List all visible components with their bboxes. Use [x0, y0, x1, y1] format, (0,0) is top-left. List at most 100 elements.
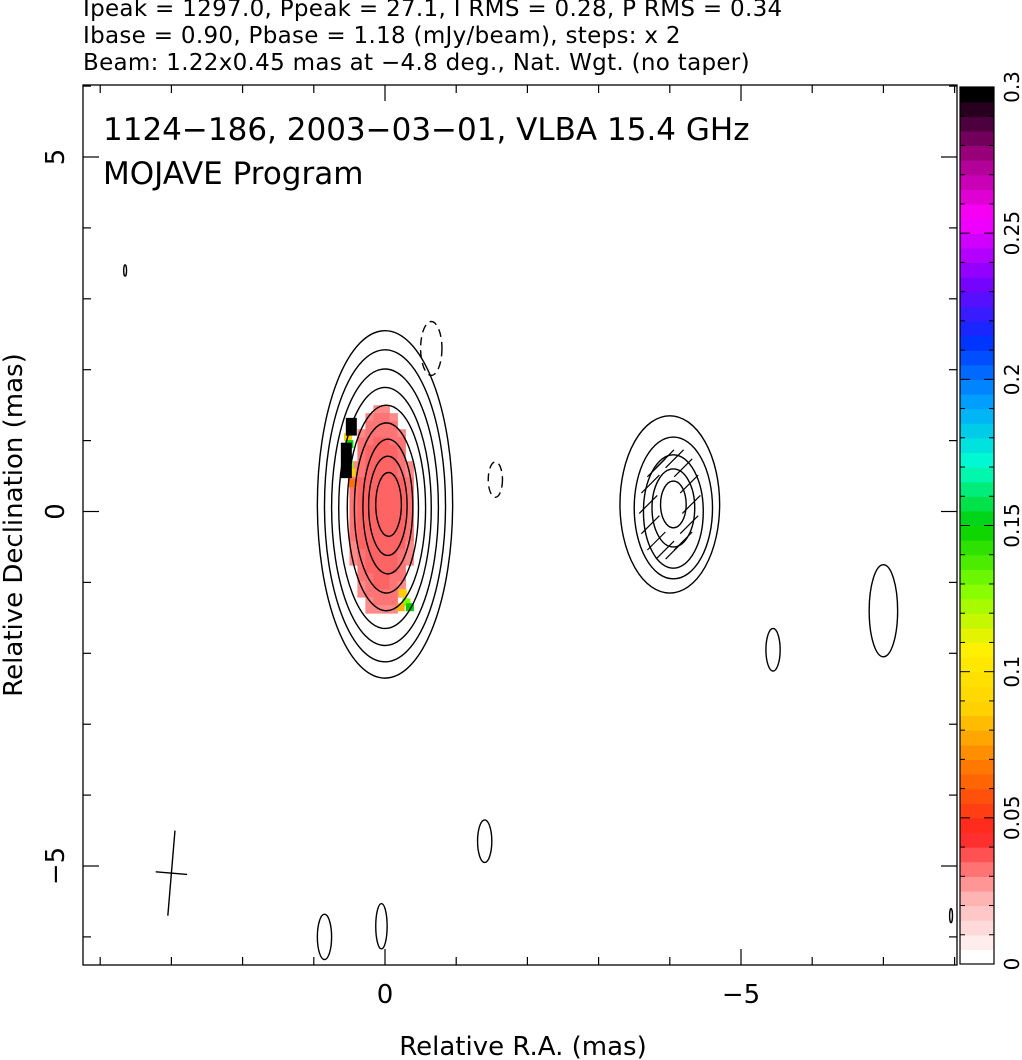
polarization-saturated-pixel [340, 442, 352, 479]
evpa-vector [681, 494, 701, 514]
colorbar-band [960, 379, 994, 395]
polarization-pixel [349, 517, 358, 526]
polarization-pixel [389, 573, 398, 582]
polarization-pixel [373, 509, 382, 518]
polarization-pixel [381, 565, 390, 574]
small-contour-2 [765, 627, 781, 672]
polarization-pixel [349, 501, 358, 510]
colorbar-tick-label: 0.05 [1000, 796, 1022, 841]
colorbar-band [960, 101, 994, 117]
colorbar-band [960, 540, 994, 556]
colorbar-band [960, 730, 994, 746]
polarization-pixel [405, 509, 414, 518]
colorbar-band [960, 890, 994, 907]
polarization-pixel [381, 477, 390, 486]
polarization-pixel [397, 509, 406, 518]
polarization-pixel [389, 589, 398, 598]
polarization-pixel [373, 541, 382, 550]
polarization-pixel [381, 557, 390, 566]
polarization-pixel [349, 533, 358, 542]
polarization-pixel [389, 469, 398, 478]
colorbar-band [960, 949, 994, 965]
colorbar-band [960, 861, 994, 877]
polarization-pixel [405, 549, 414, 558]
polarization-pixel [389, 413, 398, 422]
polarization-pixel [405, 557, 414, 566]
polarization-pixel [389, 501, 398, 510]
colorbar-band [960, 876, 994, 892]
colorbar-band [960, 744, 994, 760]
polarization-pixel [365, 477, 374, 486]
polarization-pixel [397, 477, 406, 486]
polarization-pixel [397, 517, 406, 526]
colorbar-band [960, 598, 994, 614]
evpa-vector [638, 494, 658, 514]
polarization-pixel [357, 485, 366, 494]
colorbar-band [960, 247, 994, 263]
polarization-pixel [381, 533, 390, 542]
polarization-pixel [373, 461, 382, 470]
polarization-edge-pixel [405, 603, 414, 612]
small-contour-4 [476, 819, 493, 864]
colorbar-band [960, 306, 994, 322]
colorbar-tick-label: 0 [1000, 958, 1022, 971]
colorbar-band [960, 832, 994, 848]
polarization-pixel [365, 525, 374, 534]
polarization-pixel [381, 421, 390, 430]
evpa-vector [640, 515, 660, 535]
colorbar-band [960, 627, 994, 644]
colorbar-band [960, 920, 994, 936]
polarization-pixel [381, 405, 390, 414]
polarization-pixel [397, 541, 406, 550]
colorbar-band [960, 642, 994, 658]
polarization-pixel [365, 541, 374, 550]
polarization-pixel [389, 597, 398, 606]
x-tick-label: 0 [377, 980, 394, 1010]
polarization-pixel [373, 413, 382, 422]
polarization-pixel [389, 485, 398, 494]
polarization-pixel [349, 541, 358, 550]
colorbar-band [960, 218, 994, 234]
polarization-pixel [373, 525, 382, 534]
polarization-pixel [365, 429, 374, 438]
colorbar-band [960, 233, 994, 249]
polarization-pixel [397, 549, 406, 558]
core-contour-5 [353, 422, 420, 594]
polarization-pixel [349, 509, 358, 518]
colorbar-tick-label: 0.2 [1000, 363, 1022, 395]
small-contour-1 [487, 461, 504, 499]
colorbar-band [960, 160, 994, 176]
colorbar-band [960, 408, 994, 424]
core-contour-4 [346, 404, 427, 612]
polarization-pixel [365, 493, 374, 502]
polarization-pixel [389, 565, 398, 574]
polarization-pixel [365, 453, 374, 462]
core-contour-7 [367, 455, 408, 557]
polarization-pixel [397, 581, 406, 590]
colorbar-band [960, 510, 994, 527]
header-line-1: Ipeak = 1297.0, Ppeak = 27.1, I RMS = 0.… [83, 0, 783, 22]
polarization-pixel [389, 461, 398, 470]
small-contour-3 [868, 563, 899, 658]
polarization-pixel [357, 445, 366, 454]
polarization-pixel [357, 533, 366, 542]
polarization-pixel [373, 501, 382, 510]
polarization-edge-pixel [348, 479, 357, 488]
polarization-pixel [397, 533, 406, 542]
polarization-pixel [381, 413, 390, 422]
y-tick-label: 0 [41, 503, 71, 520]
colorbar-band [960, 467, 994, 483]
chart-subtitle: MOJAVE Program [103, 156, 363, 192]
colorbar-band [960, 773, 994, 790]
polarization-pixel [373, 405, 382, 414]
evpa-vector [655, 540, 675, 560]
colorbar-band [960, 525, 994, 541]
polarization-pixel [365, 437, 374, 446]
colorbar-band [960, 350, 994, 366]
polarization-pixel [365, 605, 374, 614]
colorbar-band [960, 116, 994, 132]
x-axis-label: Relative R.A. (mas) [399, 1032, 646, 1060]
polarization-pixel [405, 477, 414, 486]
colorbar-band [960, 554, 994, 570]
